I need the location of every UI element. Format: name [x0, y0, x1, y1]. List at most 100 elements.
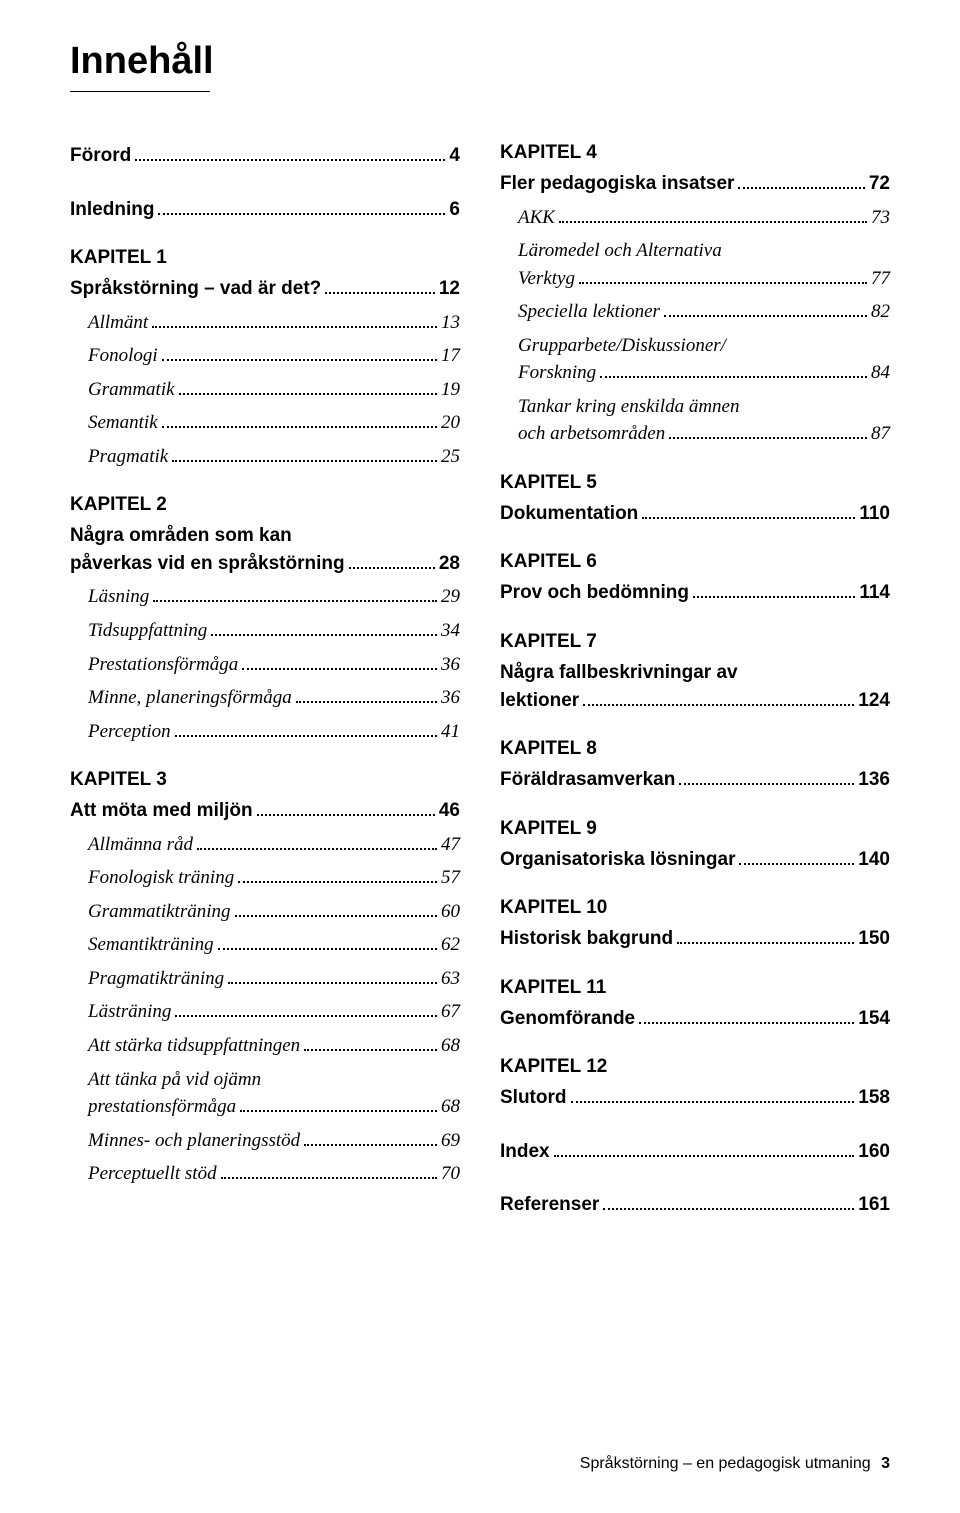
footer-page-number: 3	[881, 1455, 890, 1472]
toc-entry: Allmänt13	[70, 309, 460, 337]
toc-entry-label: Prov och bedömning	[500, 579, 689, 607]
toc-entry: Prestationsförmåga36	[70, 651, 460, 679]
toc-entry-page: 72	[869, 170, 890, 198]
toc-entry: Forskning 84	[518, 359, 890, 387]
toc-entry-label: Minnes- och planeringsstöd	[88, 1127, 300, 1155]
toc-entry-page: 84	[871, 359, 890, 387]
toc-entry-multiline: Läromedel och AlternativaVerktyg77	[500, 237, 890, 292]
toc-entry: Att stärka tidsuppfattningen68	[70, 1032, 460, 1060]
toc-entry: Index 160	[500, 1138, 890, 1166]
toc-entry-label: Minne, planeringsförmåga	[88, 684, 292, 712]
toc-entry-page: 160	[858, 1138, 890, 1166]
toc-leader-dots	[559, 221, 867, 223]
toc-leader-dots	[571, 1101, 855, 1103]
toc-entry-page: 82	[871, 298, 890, 326]
toc-entry-label: Index	[500, 1138, 550, 1166]
toc-entry: Allmänna råd47	[70, 831, 460, 859]
toc-entry-label: Forskning	[518, 359, 596, 387]
spacer	[500, 1171, 890, 1185]
chapter-label: KAPITEL 6	[500, 551, 890, 573]
toc-entry-top-line: Grupparbete/Diskussioner/	[518, 332, 890, 360]
toc-leader-dots	[162, 359, 437, 361]
toc-entry: Verktyg77	[518, 265, 890, 293]
toc-entry-label: Grammatikträning	[88, 898, 231, 926]
toc-entry-label: Semantik	[88, 409, 158, 437]
toc-entry: Att möta med miljön 46	[70, 797, 460, 825]
toc-entry-page: 36	[441, 684, 460, 712]
toc-entry-label: Perceptuellt stöd	[88, 1160, 217, 1188]
toc-entry-label: Fler pedagogiska insatser	[500, 170, 734, 198]
toc-leader-dots	[304, 1049, 437, 1051]
toc-entry-label: Referenser	[500, 1191, 599, 1219]
toc-entry-page: 47	[441, 831, 460, 859]
toc-entry-label: och arbetsområden	[518, 420, 665, 448]
toc-entry: Prov och bedömning114	[500, 579, 890, 607]
toc-entry-page: 68	[441, 1032, 460, 1060]
toc-entry-page: 46	[439, 797, 460, 825]
chapter-label: KAPITEL 9	[500, 818, 890, 840]
toc-entry: lektioner124	[500, 687, 890, 715]
chapter-label: KAPITEL 1	[70, 247, 460, 269]
toc-entry-label: Organisatoriska lösningar	[500, 846, 735, 874]
toc-entry-label: Att möta med miljön	[70, 797, 253, 825]
toc-entry-label: Perception	[88, 718, 171, 746]
toc-leader-dots	[693, 596, 855, 598]
toc-entry-page: 69	[441, 1127, 460, 1155]
toc-entry: Dokumentation110	[500, 500, 890, 528]
chapter-label: KAPITEL 5	[500, 472, 890, 494]
toc-entry-page: 17	[441, 342, 460, 370]
toc-leader-dots	[639, 1022, 854, 1024]
toc-entry-label: Lästräning	[88, 998, 171, 1026]
toc-entry-page: 41	[441, 718, 460, 746]
toc-entry-page: 73	[871, 204, 890, 232]
toc-entry-multiline: Att tänka på vid ojämnprestationsförmåga…	[70, 1066, 460, 1121]
toc-entry-label: Genomförande	[500, 1005, 635, 1033]
chapter-label: KAPITEL 3	[70, 769, 460, 791]
toc-entry-page: 34	[441, 617, 460, 645]
toc-leader-dots	[158, 213, 445, 215]
toc-leader-dots	[153, 600, 437, 602]
toc-leader-dots	[179, 393, 437, 395]
toc-entry-label: Fonologi	[88, 342, 158, 370]
toc-entry-page: 20	[441, 409, 460, 437]
toc-entry-top-line: Tankar kring enskilda ämnen	[518, 393, 890, 421]
toc-entry-page: 6	[449, 196, 460, 224]
toc-entry: Fler pedagogiska insatser 72	[500, 170, 890, 198]
toc-entry-top-line: Några fallbeskrivningar av	[500, 659, 890, 687]
toc-entry-page: 63	[441, 965, 460, 993]
toc-leader-dots	[664, 315, 867, 317]
toc-leader-dots	[677, 942, 854, 944]
toc-entry-multiline: Några områden som kanpåverkas vid en spr…	[70, 522, 460, 577]
toc-entry-label: Verktyg	[518, 265, 575, 293]
toc-entry: AKK73	[500, 204, 890, 232]
toc-entry: Fonologi 17	[70, 342, 460, 370]
toc-leader-dots	[642, 517, 855, 519]
toc-leader-dots	[211, 634, 437, 636]
toc-entry-label: Pragmatikträning	[88, 965, 224, 993]
toc-entry: Förord4	[70, 142, 460, 170]
toc-entry: Lästräning 67	[70, 998, 460, 1026]
toc-leader-dots	[162, 426, 437, 428]
toc-entry: Speciella lektioner82	[500, 298, 890, 326]
toc-entry-page: 12	[439, 275, 460, 303]
toc-entry-label: Semantikträning	[88, 931, 214, 959]
toc-entry: Minnes- och planeringsstöd 69	[70, 1127, 460, 1155]
toc-leader-dots	[152, 326, 437, 328]
page-title: Innehåll	[70, 40, 890, 83]
toc-entry-page: 67	[441, 998, 460, 1026]
toc-entry-label: Grammatik	[88, 376, 175, 404]
toc-entry-page: 62	[441, 931, 460, 959]
toc-entry-page: 19	[441, 376, 460, 404]
toc-entry-top-line: Några områden som kan	[70, 522, 460, 550]
toc-entry-label: prestationsförmåga	[88, 1093, 236, 1121]
toc-entry-label: Fonologisk träning	[88, 864, 234, 892]
toc-leader-dots	[349, 567, 435, 569]
toc-leader-dots	[304, 1144, 437, 1146]
toc-entry: påverkas vid en språkstörning28	[70, 550, 460, 578]
toc-entry-page: 158	[858, 1084, 890, 1112]
toc-leader-dots	[218, 948, 437, 950]
toc-entry-page: 124	[858, 687, 890, 715]
toc-leader-dots	[172, 460, 437, 462]
toc-entry-label: Prestationsförmåga	[88, 651, 238, 679]
toc-entry: Perception 41	[70, 718, 460, 746]
